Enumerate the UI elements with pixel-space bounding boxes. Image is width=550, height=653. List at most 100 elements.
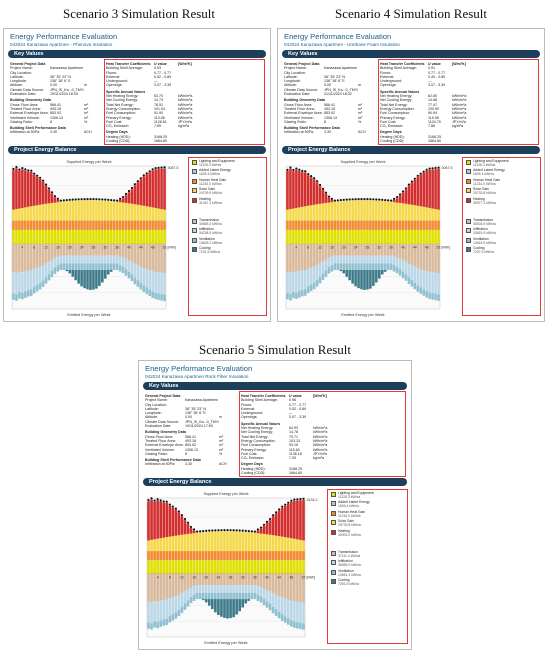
highlight-box-legend	[327, 489, 408, 644]
weekly-total-marker	[165, 500, 168, 503]
supplied-bar-segment	[434, 169, 437, 210]
data-row: External: 0.49 - 0.89	[380, 75, 468, 79]
row-value: 136° 38' 6" E	[50, 79, 71, 84]
weekly-total-marker	[208, 529, 211, 532]
emitted-bar-segment	[351, 255, 354, 264]
emitted-bar-segment	[437, 272, 440, 295]
supplied-bar-segment	[32, 229, 36, 244]
emitted-bar-segment	[232, 585, 235, 593]
weekly-total-marker	[363, 197, 366, 201]
supplied-bar-segment	[171, 536, 175, 552]
legend-swatch	[331, 501, 336, 507]
data-row: Latitude: 36° 35' 23" N	[284, 75, 374, 79]
supplied-bar-segment	[180, 534, 184, 552]
htc-heading-row: Heat Transfer Coefficients U value [W/m²K]	[380, 62, 468, 66]
emitted-bar-segment	[431, 243, 434, 273]
supplied-bar-segment	[395, 202, 399, 221]
data-row: Glazing Ratio: 8%	[284, 120, 374, 124]
supplied-bar-segment	[283, 505, 287, 538]
emitted-bar-segment	[268, 603, 272, 611]
row-label: Heating (HDD):	[241, 466, 266, 471]
supplied-bar-segment	[151, 229, 154, 244]
legend-name: Transmission	[338, 550, 359, 555]
supplied-bar-segment	[41, 204, 45, 221]
legend-name: Transmission	[199, 218, 220, 223]
supplied-bar-segment	[431, 208, 434, 221]
row-value: 7.93	[289, 456, 296, 461]
data-row: Openings: 3.07 - 3.39	[106, 83, 194, 87]
data-row: Project Name:Kanazawa Apartmen Rock..	[145, 398, 235, 402]
emitted-bar-segment	[283, 616, 287, 623]
legend-item: Cooling 7231.5 kWh/a	[192, 246, 264, 255]
row-label: Ventilated Volume:	[10, 115, 40, 120]
supplied-bar-segment	[302, 540, 305, 552]
row-value: JPN_IS_Ka...0_TMYx.epw	[50, 87, 84, 92]
emitted-bar-segment	[147, 601, 150, 623]
supplied-bar-segment	[410, 204, 414, 221]
emitted-bar-segment	[160, 294, 163, 301]
legend-name: Cooling	[338, 578, 350, 583]
emitted-bar-segment	[68, 263, 72, 270]
emitted-bar-segment	[214, 585, 217, 593]
section-heading: General Project Data	[145, 394, 181, 398]
weekly-total-marker	[148, 170, 151, 173]
emitted-bar-segment	[29, 289, 33, 296]
supplied-bar-segment	[404, 220, 408, 230]
left-data-column: General Project Data Project Name: Kanazaw…	[284, 60, 374, 143]
supplied-bar-segment	[189, 560, 193, 574]
emitted-bar-segment	[192, 573, 196, 587]
row-label: Glazing Ratio:	[10, 119, 33, 124]
emitted-bar-segment	[378, 243, 381, 256]
emitted-bar-segment	[77, 255, 80, 264]
row-unit: m³	[358, 115, 363, 120]
supplied-bar-segment	[44, 220, 48, 230]
supplied-bar-segment	[324, 202, 328, 221]
supplied-bar-segment	[147, 540, 150, 552]
supplied-bar-segment	[18, 220, 21, 230]
emitted-bar-segment	[247, 599, 251, 601]
supplied-bar-segment	[53, 220, 57, 230]
legend-name: Added Latent Energy	[338, 500, 370, 505]
emitted-bar-segment	[380, 243, 384, 256]
weekly-total-marker	[292, 168, 295, 172]
supplied-bar-segment	[53, 202, 57, 221]
emitted-bar-segment	[395, 266, 399, 274]
supplied-bar-segment	[404, 189, 408, 204]
supplied-bar-segment	[157, 229, 160, 244]
weekly-total-marker	[318, 183, 322, 187]
row-value: 3.07 - 3.39	[428, 83, 446, 88]
supplied-bar-segment	[315, 220, 319, 230]
supplied-bar-segment	[437, 220, 440, 230]
row-label: Building Shell Average:	[241, 398, 278, 403]
weekly-total-marker	[299, 497, 302, 501]
highlight-box-values	[104, 59, 265, 145]
supplied-bar-segment	[309, 229, 313, 244]
emitted-bar-segment	[214, 599, 217, 613]
emitted-bar-segment	[339, 255, 343, 264]
supplied-bar-segment	[289, 220, 292, 230]
supplied-bar-segment	[413, 179, 417, 206]
row-value: Kanazawa Apartmen Rock..	[185, 398, 219, 403]
supplied-bar-segment	[392, 200, 396, 203]
x-tick-label: 44	[413, 245, 417, 249]
row-value: 79.71	[289, 434, 298, 439]
emitted-bar-segment	[357, 255, 360, 264]
supplied-bar-segment	[65, 229, 69, 244]
supplied-bar-segment	[283, 537, 287, 552]
supplied-bar-segment	[422, 229, 425, 244]
emitted-bar-segment	[71, 263, 74, 270]
supplied-bar-segment	[407, 204, 411, 221]
emitted-bar-segment	[32, 286, 36, 294]
weekly-total-marker	[413, 177, 416, 180]
supplied-bar-segment	[153, 560, 156, 574]
supplied-bar-segment	[302, 500, 305, 541]
supplied-bar-segment	[35, 205, 39, 221]
supplied-bar-segment	[165, 560, 169, 574]
row-unit: kg/m²a	[313, 456, 324, 461]
row-value: JPN_IS_Ka...0_TMYx.epw	[185, 419, 219, 424]
row-value: 19/11/2024 18:34	[50, 92, 78, 97]
x-tick-label: 4	[157, 575, 159, 579]
row-label: Openings:	[241, 415, 258, 420]
emitted-bar-segment	[226, 599, 229, 619]
weekly-total-marker	[298, 168, 301, 171]
